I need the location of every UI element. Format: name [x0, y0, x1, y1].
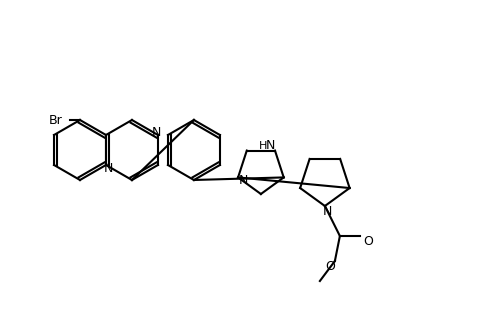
- Text: N: N: [239, 174, 248, 187]
- Text: N: N: [265, 139, 275, 152]
- Text: O: O: [363, 235, 373, 247]
- Text: Br: Br: [49, 114, 63, 126]
- Text: N: N: [103, 162, 113, 174]
- Text: H: H: [259, 140, 267, 151]
- Text: N: N: [323, 204, 333, 218]
- Text: O: O: [325, 260, 335, 273]
- Text: N: N: [151, 125, 161, 139]
